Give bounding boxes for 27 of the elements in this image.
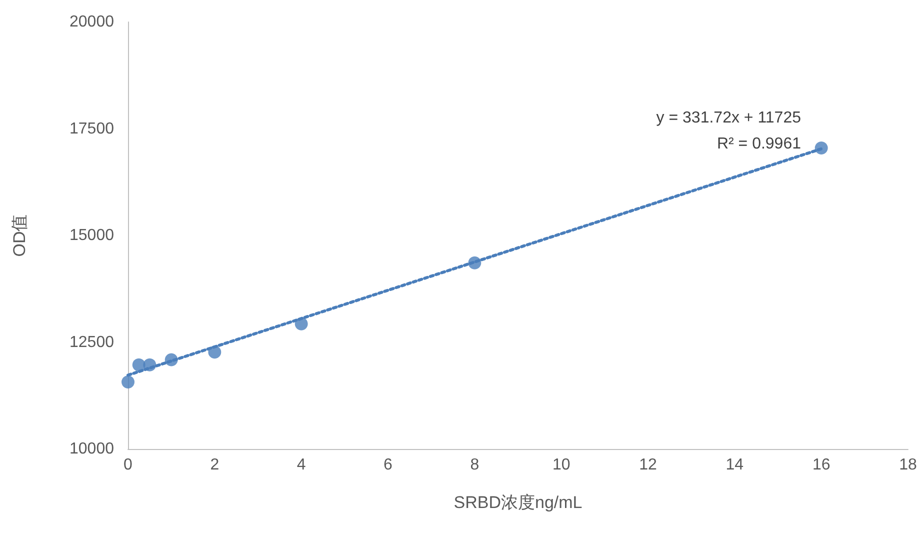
x-tick-label: 16 [812, 456, 830, 474]
annotation: y = 331.72x + 11725 [656, 110, 802, 126]
point [164, 353, 178, 366]
y-tick-label: 10000 [70, 440, 114, 458]
point [208, 346, 222, 359]
point [122, 375, 134, 388]
x-tick-label: 4 [296, 456, 306, 474]
annotation: R² = 0.9961 [716, 136, 802, 152]
x-tick-label: 12 [639, 456, 657, 474]
point [294, 317, 308, 330]
point [143, 358, 156, 372]
x-tick-label: 18 [899, 456, 917, 474]
y-axis-title: OD值 [10, 214, 29, 257]
x-axis-title: SRBD浓度ng/mL [454, 493, 582, 512]
y-tick-label: 12500 [70, 334, 114, 351]
point [132, 358, 146, 372]
y-tick-label: 17500 [70, 120, 114, 138]
x-tick-label: 0 [124, 456, 133, 474]
y-tick-label: 15000 [70, 227, 114, 244]
x-tick-label: 10 [552, 456, 570, 474]
point [468, 256, 482, 270]
x-tick-label: 8 [470, 456, 480, 474]
x-tick-label: 6 [384, 456, 393, 474]
y-tick-label: 20000 [70, 14, 114, 30]
x-tick-label: 14 [726, 456, 744, 474]
point [814, 141, 828, 154]
x-tick-label: 2 [210, 456, 220, 474]
